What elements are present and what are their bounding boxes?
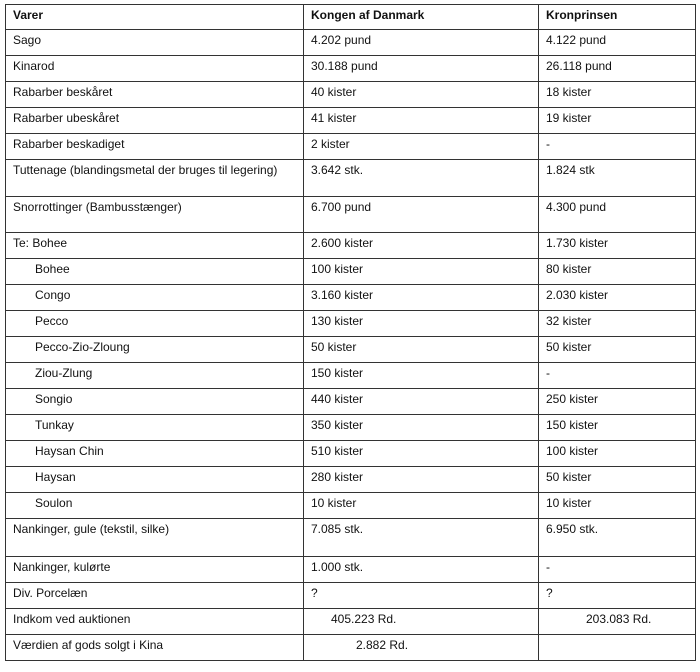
amount-cell: 150 kister — [538, 414, 696, 441]
amount-cell: - — [538, 133, 696, 160]
amount-cell: 100 kister — [538, 440, 696, 467]
item-cell: Tuttenage (blandingsmetal der bruges til… — [5, 159, 304, 197]
amount-cell: 10 kister — [538, 492, 696, 519]
amount-cell: 3.642 stk. — [303, 159, 539, 197]
amount-cell: 7.085 stk. — [303, 518, 539, 557]
header-cell: Kongen af Danmark — [303, 4, 539, 30]
item-cell: Rabarber beskadiget — [5, 133, 304, 160]
amount-cell: 4.122 pund — [538, 29, 696, 56]
table-row: Nankinger, gule (tekstil, silke) 7.085 st… — [5, 518, 696, 557]
table-row: Ziou-Zlung 150 kister - — [5, 362, 696, 389]
amount-cell: 6.950 stk. — [538, 518, 696, 557]
item-cell: Te: Bohee — [5, 232, 304, 259]
item-cell: Rabarber beskåret — [5, 81, 304, 108]
item-cell: Indkom ved auktionen — [5, 608, 304, 635]
table-row: Pecco 130 kister 32 kister — [5, 310, 696, 337]
item-cell: Pecco-Zio-Zloung — [5, 336, 304, 363]
header-row: Varer Kongen af Danmark Kronprinsen — [5, 4, 696, 30]
amount-cell: 40 kister — [303, 81, 539, 108]
goods-table: Varer Kongen af Danmark Kronprinsen Sago… — [5, 4, 696, 661]
item-cell: Haysan Chin — [5, 440, 304, 467]
amount-cell: 26.118 pund — [538, 55, 696, 82]
amount-cell: - — [538, 362, 696, 389]
amount-cell: 510 kister — [303, 440, 539, 467]
table-row: Soulon 10 kister 10 kister — [5, 492, 696, 519]
amount-cell: 50 kister — [303, 336, 539, 363]
amount-cell: ? — [538, 582, 696, 609]
table-row: Rabarber beskadiget 2 kister - — [5, 133, 696, 160]
amount-cell: 50 kister — [538, 336, 696, 363]
item-cell: Songio — [5, 388, 304, 415]
table-row: Snorrottinger (Bambusstænger) 6.700 pund 4… — [5, 196, 696, 233]
table-row: Te: Bohee 2.600 kister 1.730 kister — [5, 232, 696, 259]
item-cell: Ziou-Zlung — [5, 362, 304, 389]
amount-cell: 130 kister — [303, 310, 539, 337]
amount-cell: 350 kister — [303, 414, 539, 441]
amount-cell: 50 kister — [538, 466, 696, 493]
table-row: Bohee 100 kister 80 kister — [5, 258, 696, 285]
amount-cell: 2.882 Rd. — [303, 634, 539, 661]
item-cell: Nankinger, gule (tekstil, silke) — [5, 518, 304, 557]
item-cell: Div. Porcelæn — [5, 582, 304, 609]
item-cell: Soulon — [5, 492, 304, 519]
table-row: Sago 4.202 pund 4.122 pund — [5, 29, 696, 56]
amount-cell: 2.030 kister — [538, 284, 696, 311]
header-cell: Kronprinsen — [538, 4, 696, 30]
header-cell: Varer — [5, 4, 304, 30]
amount-cell: 10 kister — [303, 492, 539, 519]
item-cell: Pecco — [5, 310, 304, 337]
amount-cell: 440 kister — [303, 388, 539, 415]
item-cell: Sago — [5, 29, 304, 56]
item-cell: Bohee — [5, 258, 304, 285]
amount-cell: 1.824 stk — [538, 159, 696, 197]
amount-cell: 405.223 Rd. — [303, 608, 539, 635]
amount-cell: 203.083 Rd. — [538, 608, 696, 635]
amount-cell: 100 kister — [303, 258, 539, 285]
table-row: Div. Porcelæn?? — [5, 582, 696, 609]
table-row: Haysan 280 kister 50 kister — [5, 466, 696, 493]
item-cell: Nankinger, kulørte — [5, 556, 304, 583]
amount-cell: - — [538, 556, 696, 583]
amount-cell: 30.188 pund — [303, 55, 539, 82]
item-cell: Værdien af gods solgt i Kina — [5, 634, 304, 661]
amount-cell: 80 kister — [538, 258, 696, 285]
table-row: Tunkay 350 kister 150 kister — [5, 414, 696, 441]
amount-cell: 1.730 kister — [538, 232, 696, 259]
amount-cell: 41 kister — [303, 107, 539, 134]
amount-cell: 4.202 pund — [303, 29, 539, 56]
table-row: Værdien af gods solgt i Kina 2.882 Rd. — [5, 634, 696, 661]
item-cell: Tunkay — [5, 414, 304, 441]
table-row: Haysan Chin 510 kister 100 kister — [5, 440, 696, 467]
table-row: Indkom ved auktionen 405.223 Rd. 203.083 R… — [5, 608, 696, 635]
amount-cell: 1.000 stk. — [303, 556, 539, 583]
table-row: Nankinger, kulørte 1.000 stk. - — [5, 556, 696, 583]
table-row: Congo 3.160 kister 2.030 kister — [5, 284, 696, 311]
amount-cell: 2.600 kister — [303, 232, 539, 259]
table-row: Rabarber beskåret 40 kister 18 kister — [5, 81, 696, 108]
item-cell: Rabarber ubeskåret — [5, 107, 304, 134]
amount-cell: 280 kister — [303, 466, 539, 493]
table-row: Pecco-Zio-Zloung 50 kister 50 kister — [5, 336, 696, 363]
amount-cell: 150 kister — [303, 362, 539, 389]
amount-cell: ? — [303, 582, 539, 609]
amount-cell: 19 kister — [538, 107, 696, 134]
amount-cell: 32 kister — [538, 310, 696, 337]
amount-cell — [538, 634, 696, 661]
item-cell: Congo — [5, 284, 304, 311]
table-body: Sago 4.202 pund 4.122 pund Kinarod 30.188 pu… — [5, 29, 696, 661]
item-cell: Haysan — [5, 466, 304, 493]
item-cell: Snorrottinger (Bambusstænger) — [5, 196, 304, 233]
amount-cell: 4.300 pund — [538, 196, 696, 233]
amount-cell: 2 kister — [303, 133, 539, 160]
table-row: Songio 440 kister 250 kister — [5, 388, 696, 415]
table-row: Rabarber ubeskåret 41 kister 19 kister — [5, 107, 696, 134]
amount-cell: 18 kister — [538, 81, 696, 108]
amount-cell: 250 kister — [538, 388, 696, 415]
amount-cell: 6.700 pund — [303, 196, 539, 233]
table-row: Kinarod 30.188 pund 26.118 pund — [5, 55, 696, 82]
amount-cell: 3.160 kister — [303, 284, 539, 311]
item-cell: Kinarod — [5, 55, 304, 82]
table-row: Tuttenage (blandingsmetal der bruges til… — [5, 159, 696, 197]
